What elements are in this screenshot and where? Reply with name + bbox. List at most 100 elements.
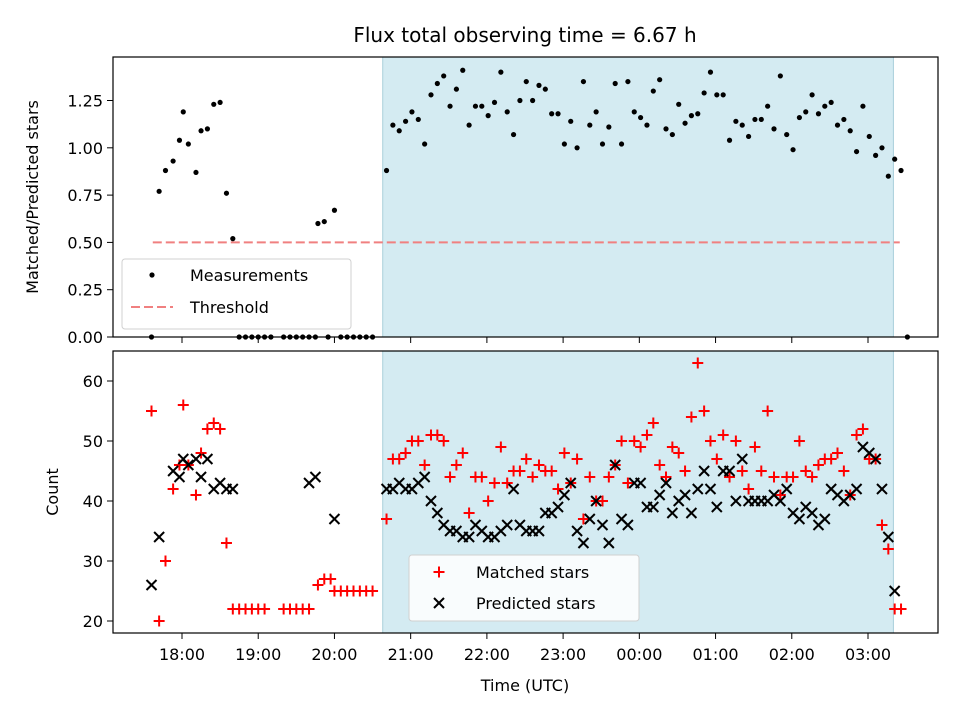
matched-point [857, 423, 869, 435]
measurement-point [676, 101, 682, 107]
matched-point [220, 537, 232, 549]
matched-point [736, 465, 748, 477]
matched-point [584, 471, 596, 483]
measurement-point [510, 131, 517, 138]
legend-matched-marker [433, 566, 445, 578]
predicted-point [736, 453, 748, 465]
matched-point [463, 507, 475, 519]
matched-point [800, 465, 812, 477]
measurement-point [669, 131, 675, 138]
measurement-point [211, 101, 217, 107]
predicted-point [888, 585, 901, 597]
matched-point [546, 465, 558, 477]
matched-point [730, 435, 742, 447]
legend-box [408, 554, 640, 622]
legend-label-threshold: Threshold [189, 298, 269, 317]
measurement-point [784, 131, 790, 138]
matched-point [647, 417, 659, 429]
matched-point [577, 513, 589, 525]
legend-predicted-marker [433, 597, 445, 609]
chart-title: Flux total observing time = 6.67 h [353, 23, 696, 47]
measurement-point [217, 99, 223, 106]
measurement-point [185, 141, 191, 147]
matched-points [146, 357, 907, 627]
bottom-legend: Matched stars Predicted stars [408, 554, 640, 622]
measurement-point [460, 67, 466, 73]
x-tick-label: 21:00 [388, 645, 434, 664]
predicted-point [328, 513, 341, 525]
measurement-point [555, 111, 561, 117]
matched-point [520, 453, 532, 465]
predicted-point [660, 477, 672, 489]
measurement-point [485, 113, 491, 119]
measurement-point [631, 109, 637, 115]
matched-point [167, 483, 179, 495]
observing-window-span [382, 56, 894, 338]
measurement-point [688, 113, 695, 119]
measurement-point [434, 80, 440, 87]
predicted-point [501, 519, 513, 531]
measurement-point [866, 133, 872, 140]
matched-point [177, 399, 189, 411]
matched-point [201, 423, 213, 435]
measurement-point [663, 126, 669, 132]
predicted-point [309, 471, 322, 483]
predicted-point [882, 531, 895, 543]
measurement-point [542, 86, 548, 92]
measurement-point [156, 188, 162, 194]
predicted-point [774, 495, 787, 507]
measurement-point [396, 128, 402, 134]
matched-point [489, 477, 501, 489]
matched-point [214, 423, 226, 435]
matched-point [457, 447, 469, 459]
measurement-point [733, 118, 739, 124]
measurement-point [176, 137, 183, 143]
measurement-point [321, 218, 327, 225]
predicted-point [227, 483, 239, 495]
matched-point [501, 477, 513, 489]
matched-point [774, 489, 786, 501]
matched-point [476, 471, 488, 483]
measurement-point [606, 124, 612, 130]
matched-point [495, 441, 507, 453]
count-panel: 20 30 40 50 60 18:00 19:00 20:00 21:00 22:00 23:0… [43, 350, 939, 695]
matched-point [190, 489, 202, 501]
matched-point [793, 435, 805, 447]
matched-point [419, 459, 431, 471]
matched-point [711, 453, 723, 465]
matched-point [571, 453, 583, 465]
measurement-point [315, 220, 321, 227]
measurement-point [771, 126, 777, 132]
legend-label-matched: Matched stars [476, 563, 589, 582]
predicted-point [609, 459, 621, 471]
matched-point [762, 405, 774, 417]
predicted-point [850, 483, 863, 495]
measurement-point [898, 167, 904, 174]
measurement-point [599, 141, 606, 147]
measurement-point [612, 80, 618, 87]
predicted-point [692, 483, 704, 495]
predicted-point [679, 489, 691, 501]
predicted-point [571, 525, 583, 537]
measurement-point [618, 141, 625, 147]
measurement-point [223, 190, 230, 196]
x-tick-label: 00:00 [616, 645, 662, 664]
matched-point [704, 435, 716, 447]
matched-point [400, 447, 412, 459]
predicted-point [723, 465, 736, 477]
y-tick-label: 40 [83, 492, 103, 511]
matched-point [641, 429, 653, 441]
predicted-point [622, 519, 634, 531]
measurement-point [695, 111, 701, 117]
measurement-point [162, 167, 169, 174]
measurement-point [809, 92, 815, 98]
x-axis-label: Time (UTC) [480, 676, 569, 695]
matched-point [312, 579, 324, 591]
matched-point [438, 435, 450, 447]
matched-point [450, 459, 462, 471]
measurement-point [193, 169, 199, 176]
measurement-point [472, 103, 479, 109]
x-tick-label: 23:00 [540, 645, 586, 664]
top-axes-frame [112, 56, 939, 338]
matched-point [685, 411, 697, 423]
